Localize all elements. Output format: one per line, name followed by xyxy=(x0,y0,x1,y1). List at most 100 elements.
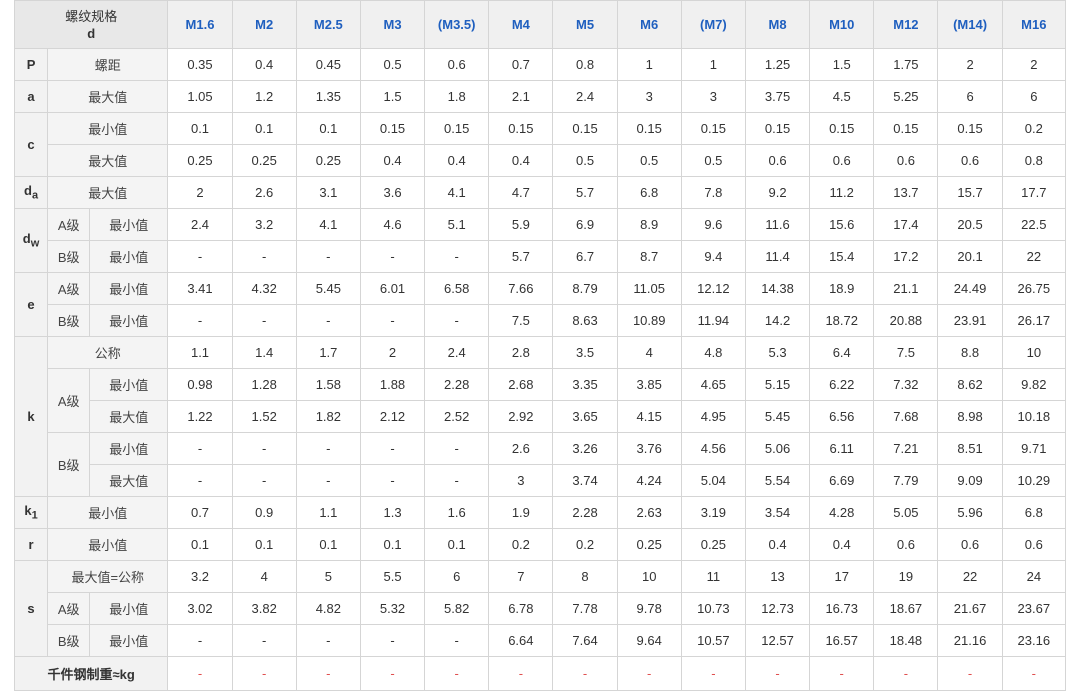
value-cell: 3.19 xyxy=(680,496,746,529)
value-cell: 0.6 xyxy=(744,144,811,177)
value-cell: - xyxy=(167,240,233,273)
value-cell: 22 xyxy=(1001,240,1067,273)
value-cell: 0.4 xyxy=(359,144,426,177)
thread-spec-title: 螺纹规格 xyxy=(65,8,118,24)
value-cell: 2.52 xyxy=(424,400,490,433)
value-cell: - xyxy=(616,656,682,691)
value-cell: - xyxy=(167,464,233,497)
row-k-b-min: B级 最小值 - - - - -2.6 3.26 3.76 4.56 5.06 6.11 7.21 8… xyxy=(15,432,1067,497)
value-cell: 5.06 xyxy=(744,432,811,465)
row-c-min: c 最小值 0.1 0.1 0.1 0.15 0.15 0.15 0.15 0.15 0.15 0… xyxy=(13,112,1067,177)
value-cell: - xyxy=(231,656,297,691)
label-nominal: 公称 xyxy=(47,336,169,369)
value-cell: 1.5 xyxy=(809,48,875,81)
value-cell: 2 xyxy=(167,176,233,209)
row-k-nominal: k 公称 1.1 1.4 1.7 2 2.4 2.8 3.5 4 4.8 5.3 6.4 7.5 8.8… xyxy=(13,336,1067,497)
value-cell: 9.2 xyxy=(744,176,811,209)
size-header: M5 xyxy=(552,0,618,49)
value-cell: 0.45 xyxy=(295,48,361,81)
value-cell: 0.6 xyxy=(873,144,939,177)
value-cell: 1.5 xyxy=(359,80,426,113)
value-cell: 2.6 xyxy=(488,432,554,465)
value-cell: 23.16 xyxy=(1001,624,1067,657)
value-cell: 1.35 xyxy=(295,80,361,113)
value-cell: 3.54 xyxy=(744,496,811,529)
value-cell: - xyxy=(231,304,297,337)
value-cell: 12.57 xyxy=(744,624,811,657)
value-cell: 1.58 xyxy=(295,368,361,401)
size-header: M6 xyxy=(616,0,682,49)
value-cell: 2.68 xyxy=(488,368,554,401)
value-cell: 17.7 xyxy=(1001,176,1067,209)
value-cell: 3.82 xyxy=(231,592,297,625)
row-a-max: a 最大值 1.05 1.2 1.35 1.5 1.8 2.1 2.4 3 3 3.75 4.5 5.… xyxy=(13,80,1067,113)
value-cell: 22.5 xyxy=(1001,208,1067,241)
value-cell: 9.71 xyxy=(1001,432,1067,465)
value-cell: 5 xyxy=(295,560,361,593)
value-cell: 7.21 xyxy=(873,432,939,465)
value-cell: - xyxy=(937,656,1003,691)
label-min: 最小值 xyxy=(47,528,169,561)
value-cell: 11 xyxy=(680,560,746,593)
value-cell: 4.32 xyxy=(231,272,297,305)
value-cell: 14.38 xyxy=(744,272,811,305)
label-min: 最小值 xyxy=(89,592,169,625)
value-cell: 4.1 xyxy=(424,176,490,209)
value-cell: 0.7 xyxy=(488,48,554,81)
value-cell: 5.45 xyxy=(744,400,811,433)
value-cell: 5.1 xyxy=(424,208,490,241)
value-cell: 12.12 xyxy=(680,272,746,305)
size-header: M3 xyxy=(359,0,426,49)
value-cell: 0.15 xyxy=(744,112,811,145)
value-cell: 2.4 xyxy=(167,208,233,241)
value-cell: - xyxy=(359,464,426,497)
size-header: M2 xyxy=(231,0,297,49)
value-cell: 1.7 xyxy=(295,336,361,369)
label-max: 最大值 xyxy=(47,144,169,177)
value-cell: - xyxy=(424,656,490,691)
row-pitch: P 螺距 0.35 0.4 0.45 0.5 0.6 0.7 0.8 1 1 1.25 1.5 1.7… xyxy=(13,48,1067,81)
value-cell: - xyxy=(295,432,361,465)
value-cell: - xyxy=(359,624,426,657)
value-cell: 18.9 xyxy=(809,272,875,305)
value-cell: 4.15 xyxy=(616,400,682,433)
value-cell: 11.05 xyxy=(616,272,682,305)
value-cell: 6 xyxy=(937,80,1003,113)
value-cell: 18.72 xyxy=(809,304,875,337)
value-cell: 1 xyxy=(616,48,682,81)
value-cell: 0.1 xyxy=(295,112,361,145)
value-cell: 15.4 xyxy=(809,240,875,273)
value-cell: 6.7 xyxy=(552,240,618,273)
value-cell: 0.6 xyxy=(1001,528,1067,561)
grade-b-label: B级 xyxy=(47,304,91,337)
grade-b-label: B级 xyxy=(47,432,91,497)
value-cell: - xyxy=(167,656,233,691)
value-cell: 6.69 xyxy=(809,464,875,497)
value-cell: 15.7 xyxy=(937,176,1003,209)
value-cell: 1.22 xyxy=(167,400,233,433)
value-cell: 11.94 xyxy=(680,304,746,337)
value-cell: 14.2 xyxy=(744,304,811,337)
value-cell: 6.56 xyxy=(809,400,875,433)
value-cell: 0.1 xyxy=(295,528,361,561)
value-cell: 8.9 xyxy=(616,208,682,241)
value-cell: 2.1 xyxy=(488,80,554,113)
value-cell: 5.7 xyxy=(552,176,618,209)
value-cell: - xyxy=(231,464,297,497)
label-min: 最小值 xyxy=(89,304,169,337)
symbol-p: P xyxy=(13,48,49,81)
grade-b-label: B级 xyxy=(47,624,91,657)
value-cell: 16.57 xyxy=(809,624,875,657)
value-cell: - xyxy=(744,656,811,691)
value-cell: 0.5 xyxy=(616,144,682,177)
value-cell: 4.56 xyxy=(680,432,746,465)
value-cell: - xyxy=(359,304,426,337)
value-cell: - xyxy=(295,656,361,691)
row-da-max: da 最大值 2 2.6 3.1 3.6 4.1 4.7 5.7 6.8 7.8 9.2 11.2 1… xyxy=(13,176,1067,209)
value-cell: 22 xyxy=(937,560,1003,593)
symbol-k1: k1 xyxy=(13,496,49,529)
symbol-r: r xyxy=(13,528,49,561)
value-cell: 6.01 xyxy=(359,272,426,305)
value-cell: - xyxy=(359,432,426,465)
value-cell: - xyxy=(488,656,554,691)
